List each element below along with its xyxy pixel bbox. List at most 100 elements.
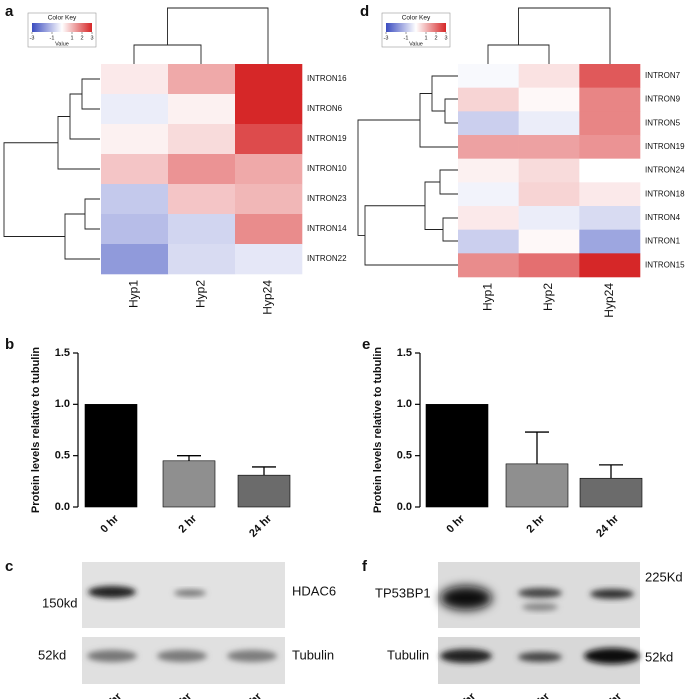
y-tick-label: 1.0 xyxy=(397,398,412,410)
band xyxy=(440,649,492,663)
panel-label: a xyxy=(5,3,14,20)
row-label: INTRON18 xyxy=(645,189,685,198)
heatmap-cell xyxy=(458,229,519,254)
lane-label: 0 hr xyxy=(101,690,124,699)
row-label: INTRON19 xyxy=(307,134,347,143)
heatmap-cell xyxy=(458,64,519,88)
bar xyxy=(579,477,643,508)
color-key-tick-label: 3 xyxy=(444,35,447,41)
color-key-tick-label: 1 xyxy=(70,35,73,41)
heatmap-cell xyxy=(101,94,169,125)
heatmap-cell xyxy=(168,244,236,275)
row-label: INTRON19 xyxy=(645,142,685,151)
color-key-tick-label: 2 xyxy=(434,35,437,41)
color-key-tick-label: -1 xyxy=(404,35,409,41)
heatmap-cell xyxy=(579,64,641,88)
row-label: INTRON22 xyxy=(307,254,347,263)
heatmap-cell xyxy=(235,154,303,185)
row-label: INTRON6 xyxy=(307,104,343,113)
heatmap-cell xyxy=(458,206,519,230)
error-bar xyxy=(177,455,201,461)
bar xyxy=(425,404,489,508)
heatmap-cell xyxy=(235,244,303,275)
heatmap-cell xyxy=(579,87,641,112)
x-tick-label: 2 hr xyxy=(176,512,199,535)
color-key-label: Value xyxy=(409,41,423,47)
color-key-title: Color Key xyxy=(402,15,431,22)
bar xyxy=(162,460,216,508)
panel-label: e xyxy=(362,336,370,353)
heatmap-cell xyxy=(579,253,641,278)
blot-c xyxy=(82,562,285,684)
target-label: HDAC6 xyxy=(292,583,336,598)
heatmap-cell xyxy=(579,182,641,207)
y-tick-label: 0.5 xyxy=(55,450,70,462)
panel-label: c xyxy=(5,558,13,575)
y-axis-label: Protein levels relative to tubulin xyxy=(372,347,384,514)
band xyxy=(174,589,206,597)
panel-label: b xyxy=(5,336,14,353)
band xyxy=(227,650,277,662)
y-tick-label: 1.5 xyxy=(55,347,70,359)
lane-label: 24 hr xyxy=(237,690,265,699)
heatmap-cell xyxy=(168,184,236,215)
row-label: INTRON1 xyxy=(645,237,681,246)
row-label: INTRON7 xyxy=(645,71,681,80)
row-label: INTRON15 xyxy=(645,260,685,269)
heatmap-cell xyxy=(101,64,169,95)
column-label: Hyp2 xyxy=(541,283,555,311)
column-label: Hyp24 xyxy=(261,280,275,315)
bar xyxy=(84,404,138,508)
heatmap-cell xyxy=(235,124,303,155)
band xyxy=(157,650,207,662)
heatmap-cell xyxy=(235,184,303,215)
heatmap-cell xyxy=(458,111,519,136)
heatmap-cell xyxy=(579,229,641,254)
heatmap-cell xyxy=(168,124,236,155)
heatmap-cell xyxy=(579,135,641,159)
column-dendrogram xyxy=(487,7,611,64)
lane-label: 0 hr xyxy=(455,690,478,699)
color-key-title: Color Key xyxy=(48,15,77,22)
color-key-tick-label: -3 xyxy=(384,35,389,41)
color-key-label: Value xyxy=(55,41,69,47)
x-tick-label: 0 hr xyxy=(98,512,121,535)
heatmap-cell xyxy=(101,124,169,155)
target-size: 225Kd xyxy=(645,569,683,584)
band xyxy=(522,603,558,611)
color-key-tick-label: -3 xyxy=(30,35,35,41)
row-label: INTRON23 xyxy=(307,194,347,203)
row-label: INTRON5 xyxy=(645,118,681,127)
band xyxy=(87,650,137,662)
column-label: Hyp2 xyxy=(194,280,208,308)
row-dendrogram xyxy=(3,78,100,260)
y-tick-label: 0.0 xyxy=(55,501,70,513)
error-bar xyxy=(599,464,623,479)
column-label: Hyp1 xyxy=(481,283,495,311)
column-label: Hyp1 xyxy=(127,280,141,308)
color-key xyxy=(386,23,446,32)
panel-label: f xyxy=(362,558,368,575)
y-tick-label: 1.0 xyxy=(55,398,70,410)
heatmap-cell xyxy=(518,111,580,136)
error-bar xyxy=(525,431,549,464)
row-label: INTRON9 xyxy=(645,95,681,104)
row-dendrogram xyxy=(357,75,458,266)
color-key xyxy=(32,23,92,32)
y-tick-label: 0.0 xyxy=(397,501,412,513)
heatmap-cell xyxy=(168,214,236,245)
heatmap-cell xyxy=(518,135,580,159)
target-size: 150kd xyxy=(42,595,77,610)
control-size: 52kd xyxy=(645,649,673,664)
heatmap-cell xyxy=(518,182,580,207)
heatmap-cell xyxy=(101,154,169,185)
panel-label: d xyxy=(360,3,369,20)
heatmap-cell xyxy=(458,87,519,112)
x-tick-label: 24 hr xyxy=(594,512,622,540)
band xyxy=(518,652,562,662)
heatmap-cell xyxy=(518,64,580,88)
heatmap-cell xyxy=(458,135,519,159)
bar xyxy=(237,474,291,508)
bar xyxy=(505,463,569,508)
